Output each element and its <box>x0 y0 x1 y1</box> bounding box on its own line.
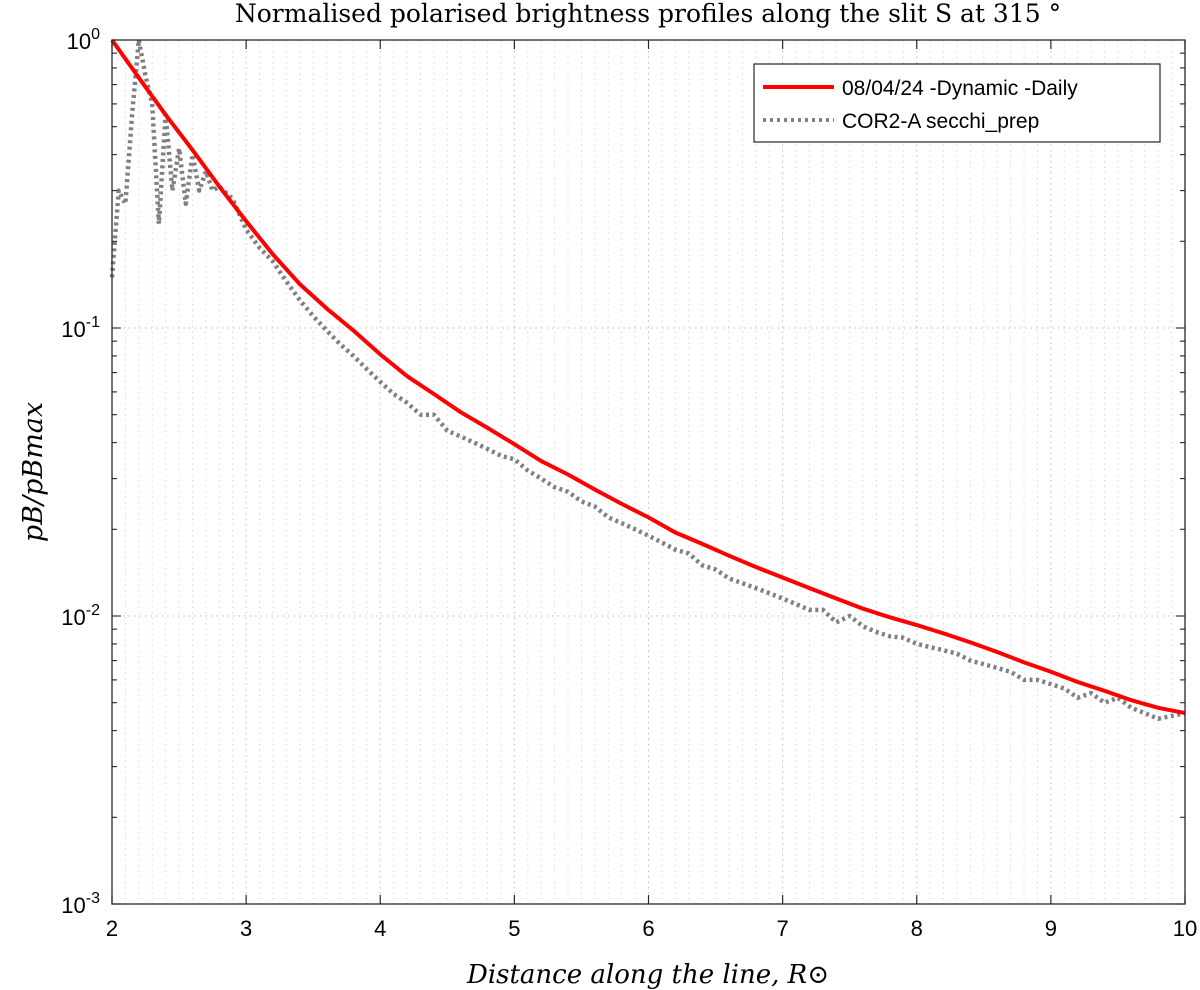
y-tick-label: 10-1 <box>61 314 100 342</box>
x-tick-label: 9 <box>1045 916 1057 941</box>
series-line-0 <box>110 38 1186 716</box>
x-axis-label: Distance along the line, R⊙ <box>466 960 829 990</box>
y-axis-label: pB/pBmax <box>18 402 49 542</box>
legend: 08/04/24 -Dynamic -Daily COR2-A secchi_p… <box>753 63 1161 143</box>
x-tick-label: 4 <box>374 916 386 941</box>
y-tick-label: 100 <box>67 26 100 54</box>
x-tick-label: 2 <box>106 916 118 941</box>
series-line-1 <box>109 37 1186 721</box>
legend-label-series-1: COR2-A secchi_prep <box>842 110 1039 133</box>
chart-title: Normalised polarised brightness profiles… <box>235 0 1061 28</box>
series-layer <box>109 37 1186 721</box>
y-tick-label: 10-2 <box>61 602 100 630</box>
x-tick-label: 5 <box>508 916 520 941</box>
axis-ticks: 2 3 4 5 6 7 8 9 10 100 10-1 10-2 10-3 <box>61 26 1197 941</box>
x-tick-label: 10 <box>1173 916 1197 941</box>
legend-box <box>753 63 1161 143</box>
legend-label-series-0: 08/04/24 -Dynamic -Daily <box>842 77 1078 100</box>
y-tick-label: 10-3 <box>61 890 100 918</box>
x-tick-label: 6 <box>642 916 654 941</box>
plot-background <box>112 40 1185 904</box>
grid <box>112 40 1185 904</box>
x-tick-label: 7 <box>777 916 789 941</box>
x-tick-label: 8 <box>911 916 923 941</box>
x-tick-label: 3 <box>240 916 252 941</box>
